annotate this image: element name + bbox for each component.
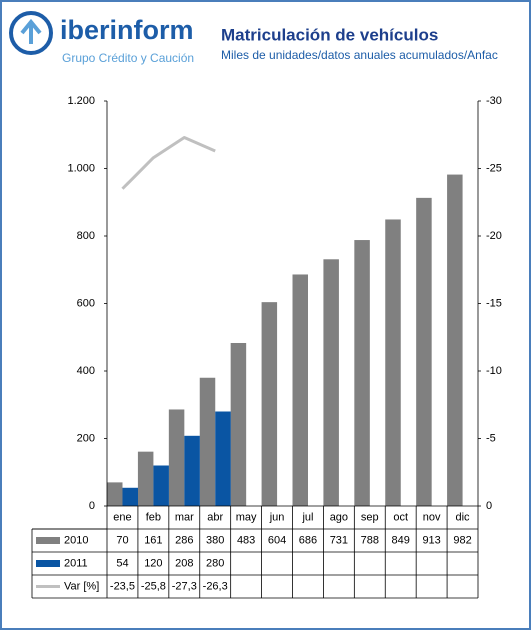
bar — [153, 465, 169, 506]
table-cell: 161 — [144, 534, 162, 546]
y-tick-label: 800 — [77, 230, 95, 242]
bar — [199, 377, 216, 506]
x-tick-label: oct — [393, 511, 408, 523]
x-tick-label: may — [236, 511, 257, 523]
x-tick-label: sep — [361, 511, 379, 523]
bar — [261, 302, 278, 506]
y2-tick-label: -30 — [486, 95, 502, 107]
y2-tick-label: -20 — [486, 230, 502, 242]
x-tick-label: dic — [456, 511, 471, 523]
y-tick-label: 600 — [77, 297, 95, 309]
bar — [354, 240, 370, 507]
y2-tick-label: -25 — [486, 162, 502, 174]
table-cell: 380 — [206, 534, 224, 546]
bar — [107, 482, 123, 506]
table-cell: 286 — [175, 534, 193, 546]
legend-label: Var [%] — [64, 580, 99, 592]
y-tick-label: 0 — [89, 500, 95, 512]
bar — [168, 409, 185, 506]
y2-tick-label: -10 — [486, 365, 502, 377]
legend-swatch — [36, 560, 60, 567]
bar — [323, 259, 339, 506]
x-tick-label: nov — [423, 511, 441, 523]
x-tick-label: mar — [175, 511, 194, 523]
x-tick-label: ene — [113, 511, 131, 523]
x-tick-label: ago — [330, 511, 348, 523]
table-cell: 788 — [361, 534, 379, 546]
tagline: Grupo Crédito y Caución — [62, 51, 194, 65]
x-tick-label: jun — [269, 511, 285, 523]
table-cell: 54 — [116, 557, 128, 569]
brand: iberinform — [60, 15, 194, 45]
bar — [137, 451, 154, 506]
table-cell: 70 — [116, 534, 128, 546]
table-cell: 913 — [422, 534, 440, 546]
bar — [292, 274, 308, 506]
table-cell: 208 — [175, 557, 193, 569]
table-cell: 849 — [392, 534, 410, 546]
y2-tick-label: -5 — [486, 432, 496, 444]
table-cell: 280 — [206, 557, 224, 569]
legend-swatch — [36, 537, 60, 544]
chart-title: Matriculación de vehículos — [221, 25, 438, 44]
x-tick-label: jul — [301, 511, 313, 523]
table-cell: 686 — [299, 534, 317, 546]
table-cell: -25,8 — [141, 580, 166, 592]
bar — [416, 197, 432, 507]
line — [121, 135, 216, 190]
table-cell: 731 — [330, 534, 348, 546]
table-cell: 483 — [237, 534, 255, 546]
legend-label: 2011 — [64, 557, 88, 569]
bar — [215, 411, 231, 506]
legend-label: 2010 — [64, 534, 88, 546]
y-tick-label: 200 — [77, 432, 95, 444]
bar — [122, 487, 138, 506]
y2-tick-label: 0 — [486, 500, 492, 512]
x-tick-label: feb — [146, 511, 161, 523]
y2-tick-label: -15 — [486, 297, 502, 309]
chart-subtitle: Miles de unidades/datos anuales acumulad… — [221, 48, 498, 62]
table-cell: 604 — [268, 534, 286, 546]
logo — [9, 11, 53, 55]
table-cell: -26,3 — [203, 580, 228, 592]
table-cell: 120 — [144, 557, 162, 569]
bar — [230, 342, 247, 506]
y-tick-label: 400 — [77, 365, 95, 377]
y-tick-label: 1.200 — [67, 95, 95, 107]
table-cell: -23,5 — [110, 580, 135, 592]
bar — [184, 435, 200, 506]
table-cell: 982 — [453, 534, 471, 546]
y-tick-label: 1.000 — [67, 162, 95, 174]
bar — [385, 219, 401, 506]
x-tick-label: abr — [207, 511, 223, 523]
bar — [447, 174, 463, 506]
table-cell: -27,3 — [172, 580, 197, 592]
